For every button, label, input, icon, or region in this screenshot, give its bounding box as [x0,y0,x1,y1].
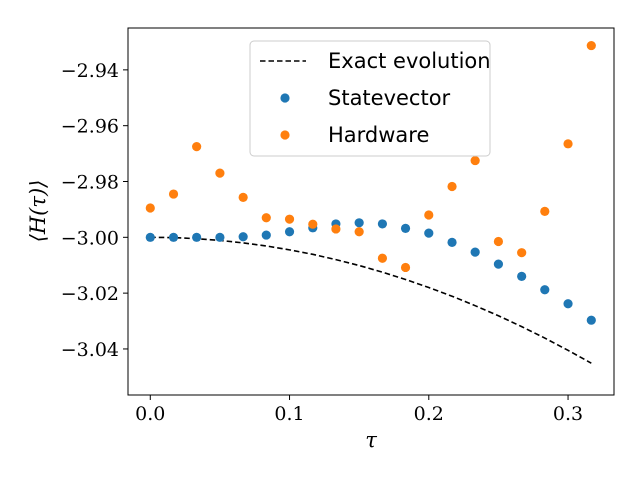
data-point-statevector [400,223,411,233]
plot-frame [127,27,615,396]
data-point-hardware [377,253,388,263]
x-tick-label: 0.3 [553,403,583,425]
data-point-statevector [377,219,388,229]
data-point-hardware [354,227,364,237]
data-point-statevector [517,271,527,281]
data-point-hardware [470,155,480,166]
data-point-statevector [215,232,225,242]
data-point-statevector [261,230,271,240]
x-axis-label: τ [365,428,377,452]
data-point-statevector [284,227,295,237]
data-point-hardware [192,142,202,152]
series-line-exact-evolution [150,236,592,364]
x-tick-label: 0.2 [414,403,444,425]
legend-label: Statevector [328,86,451,110]
data-point-hardware [238,192,248,203]
data-point-hardware [331,224,341,234]
data-point-hardware [145,203,155,213]
data-point-hardware [284,214,295,224]
data-point-hardware [424,210,434,220]
data-point-statevector [192,232,202,242]
y-tick-label: −2.96 [61,116,119,138]
x-tick-label: 0.1 [274,403,304,425]
y-tick-label: −2.94 [61,60,119,82]
axes-layer: 0.0 0.1 0.2 0.3 −2.94 −2.96 −2.98 −3.00 −3.02 −3.… [61,60,583,425]
plot-layer [145,40,596,364]
data-point-statevector [424,228,434,238]
data-point-hardware [447,181,457,192]
y-tick-label: −2.98 [61,171,119,193]
data-point-statevector [470,247,480,257]
y-tick-label: −3.02 [61,283,119,305]
legend-label: Hardware [328,123,429,147]
y-axis-label: ⟨H(τ)⟩ [26,180,50,243]
data-point-hardware [517,248,527,258]
data-point-hardware [261,213,271,223]
data-point-statevector [563,299,573,309]
x-tick-label: 0.0 [135,403,165,425]
legend-swatch-marker [280,130,290,140]
data-point-hardware [308,219,318,229]
legend-frame [249,40,491,157]
data-point-statevector [354,218,364,228]
data-point-hardware [400,262,411,273]
data-point-statevector [493,259,504,269]
legend-swatch-marker [280,93,290,103]
legend-label: Exact evolution [328,49,491,73]
data-point-hardware [215,168,225,178]
data-point-statevector [145,232,155,242]
data-point-statevector [238,232,248,242]
data-point-statevector [447,237,457,247]
y-tick-label: −3.04 [61,339,119,361]
y-tick-label: −3.00 [61,227,119,249]
legend: Exact evolution Statevector Hardware [249,40,491,157]
data-point-statevector [586,315,596,325]
data-point-statevector [168,232,179,242]
data-point-hardware [493,236,504,247]
data-point-hardware [540,206,550,216]
data-point-hardware [563,139,573,149]
data-point-hardware [168,189,179,199]
data-point-hardware [586,40,596,51]
data-point-statevector [540,285,550,295]
